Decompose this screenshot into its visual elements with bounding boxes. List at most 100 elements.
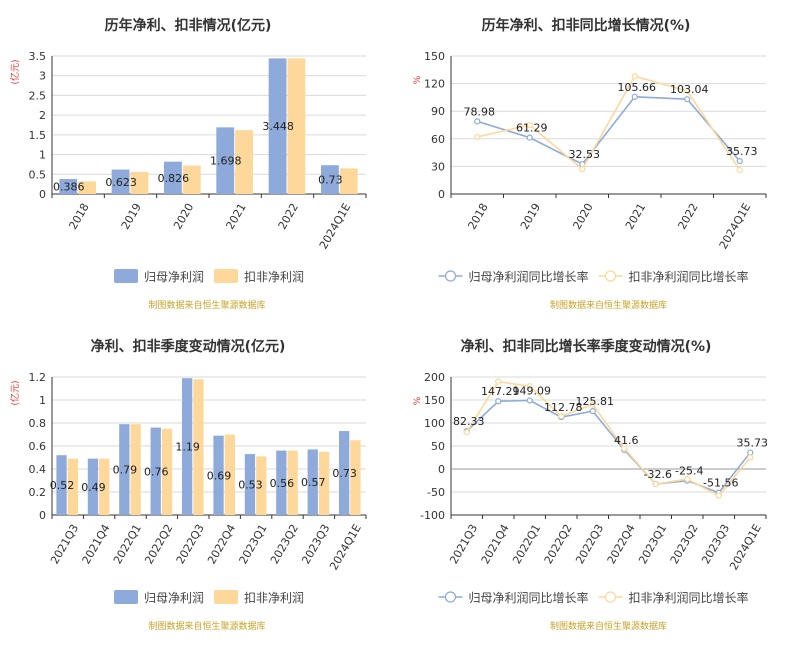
x-tick-label: 2023Q3 <box>299 522 332 566</box>
bar-parent-net-profit <box>268 58 287 194</box>
line-data-label: -51.56 <box>703 477 738 490</box>
series-point <box>526 134 533 141</box>
series-point <box>526 383 533 390</box>
series-point <box>631 73 638 80</box>
y-tick-label: 1.5 <box>29 129 47 142</box>
bar-parent-net-profit <box>244 454 256 515</box>
line-data-label: 35.73 <box>737 437 769 450</box>
legend-label: 扣非净利润同比增长率 <box>629 590 749 605</box>
x-tick-label: 2021Q3 <box>447 522 480 566</box>
series-point <box>495 378 502 385</box>
chart-title: 净利、扣非季度变动情况(亿元) <box>91 338 286 355</box>
y-tick-label: 50 <box>431 440 445 453</box>
series-point <box>495 398 502 405</box>
y-tick-label: 2 <box>39 109 46 122</box>
chart-panel-3: 净利、扣非季度变动情况(亿元) (亿元) 0 0.2 0.4 0.6 0.8 1 1.2 2021… <box>9 338 367 632</box>
legend-label: 扣非净利润同比增长率 <box>629 269 749 284</box>
series-point <box>631 93 638 100</box>
bar-data-label: 0.69 <box>207 469 232 482</box>
bar-data-label: 0.57 <box>301 476 326 489</box>
x-tick-label: 2021Q4 <box>80 522 113 566</box>
bar-parent-net-profit <box>338 431 350 515</box>
legend-label: 扣非净利润 <box>244 270 304 284</box>
x-tick-label: 2022Q3 <box>573 522 606 566</box>
x-tick-label: 2023Q2 <box>268 522 301 566</box>
x-tick-label: 2023Q1 <box>636 522 669 566</box>
series-point <box>474 133 481 141</box>
bar-deducted-net-profit <box>224 434 236 515</box>
legend: 归母净利润 扣非净利润 <box>114 269 304 284</box>
bar-deducted-net-profit <box>99 458 110 515</box>
bar-data-label: 0.826 <box>158 172 190 185</box>
bar-deducted-net-profit <box>235 130 254 194</box>
series-point <box>736 166 743 174</box>
series-point <box>684 96 691 103</box>
line-data-label: 147.29 <box>481 385 520 398</box>
bar-deducted-net-profit <box>256 456 267 515</box>
y-tick-label: 0 <box>438 188 445 201</box>
bar-data-label: 1.19 <box>175 441 200 454</box>
x-tick-label: 2021Q3 <box>48 522 81 566</box>
legend-label: 扣非净利润 <box>244 591 304 605</box>
series-line-2 <box>477 75 741 171</box>
bar-parent-net-profit <box>216 127 235 194</box>
series-point <box>747 454 754 461</box>
y-tick-label: 0.5 <box>29 168 47 181</box>
y-tick-label: 120 <box>424 78 445 91</box>
bar-deducted-net-profit <box>130 424 141 515</box>
y-tick-label: 0.8 <box>29 417 47 430</box>
bar-deducted-net-profit <box>193 379 204 515</box>
y-tick-label: 150 <box>424 394 445 407</box>
bar-data-label: 3.448 <box>262 120 294 133</box>
line-data-label: 35.73 <box>726 145 758 158</box>
series-point <box>579 166 586 173</box>
series-point <box>589 408 596 415</box>
legend-swatch <box>114 269 138 283</box>
x-tick-label: 2024Q1E <box>327 522 364 572</box>
y-tick-label: 30 <box>431 160 445 173</box>
line-data-label: -25.4 <box>675 465 703 478</box>
bar-deducted-net-profit <box>287 450 298 515</box>
legend-label: 归母净利润 <box>144 270 204 284</box>
x-tick-label: 2022Q1 <box>510 522 543 566</box>
line-data-label: 61.29 <box>516 122 548 135</box>
bar-deducted-net-profit <box>78 181 97 194</box>
bar-parent-net-profit <box>150 427 161 515</box>
y-axis-unit-label: % <box>413 75 423 84</box>
bar-data-label: 0.53 <box>238 479 263 492</box>
bar-data-label: 0.49 <box>81 481 106 494</box>
y-axis-unit-label: (亿元) <box>9 380 21 405</box>
x-tick-label: 2023Q3 <box>699 522 732 566</box>
legend-label: 归母净利润同比增长率 <box>469 269 589 284</box>
y-tick-label: 0 <box>39 188 46 201</box>
x-tick-label: 2022 <box>676 201 701 232</box>
source-note: 制图数据来自恒生聚源数据库 <box>148 299 265 311</box>
y-tick-label: 3 <box>39 70 46 83</box>
bar-deducted-net-profit <box>318 451 330 515</box>
bar-parent-net-profit <box>87 458 99 515</box>
series-line-2 <box>466 380 751 497</box>
series-point <box>747 449 754 456</box>
series-point <box>621 445 628 452</box>
bar-data-label: 0.52 <box>50 479 75 492</box>
bar-deducted-net-profit <box>350 440 361 515</box>
bar-data-label: 0.56 <box>270 477 295 490</box>
x-tick-label: 2019 <box>119 201 144 232</box>
y-tick-label: 0.6 <box>29 440 47 453</box>
bar-parent-net-profit <box>213 435 224 515</box>
line-data-label: 32.53 <box>569 148 601 161</box>
series-point <box>474 118 481 125</box>
bar-deducted-net-profit <box>182 165 201 194</box>
x-tick-label: 2024Q1E <box>317 201 354 251</box>
legend-marker <box>604 270 617 282</box>
bar-data-label: 0.73 <box>318 174 343 187</box>
source-note: 制图数据来自恒生聚源数据库 <box>550 620 667 632</box>
y-tick-label: 90 <box>431 105 445 118</box>
y-tick-label: 60 <box>431 133 445 146</box>
y-tick-label: 0.2 <box>29 486 47 499</box>
y-tick-label: 3.5 <box>29 50 47 63</box>
line-data-label: 82.33 <box>453 415 485 428</box>
bar-deducted-net-profit <box>130 171 149 194</box>
